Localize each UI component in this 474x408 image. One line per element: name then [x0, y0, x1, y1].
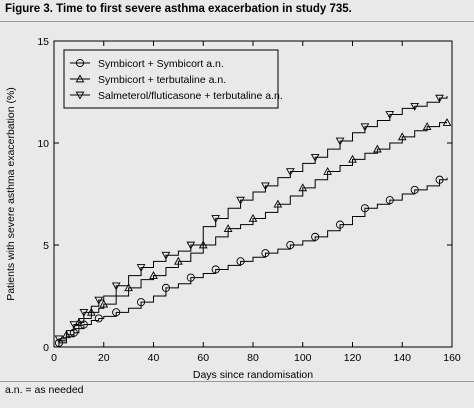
triangle-up-marker: [248, 213, 258, 222]
circle-marker: [311, 232, 320, 241]
triangle-down-marker: [79, 308, 89, 317]
series-line: [54, 96, 448, 348]
triangle-up-marker: [273, 199, 283, 208]
triangle-down-marker: [161, 251, 171, 260]
triangle-up-marker: [298, 183, 308, 192]
x-tick-label: 140: [393, 352, 411, 364]
circle-marker: [261, 249, 270, 258]
x-tick-label: 40: [148, 352, 160, 364]
footnote: a.n. = as needed: [5, 384, 84, 396]
circle-marker: [286, 240, 295, 250]
x-tick-label: 20: [98, 352, 110, 364]
triangle-up-marker: [442, 118, 452, 126]
x-tick-label: 60: [197, 352, 209, 364]
triangle-up-marker: [223, 224, 233, 233]
circle-marker: [186, 273, 195, 282]
triangle-down-marker: [285, 168, 295, 177]
triangle-up-marker: [373, 144, 382, 153]
x-tick-label: 100: [294, 352, 312, 364]
y-tick-label: 15: [37, 36, 49, 48]
circle-marker: [112, 308, 121, 317]
circle-marker: [385, 196, 394, 205]
series-line: [54, 122, 448, 348]
triangle-down-marker: [211, 215, 221, 224]
series-triangle-down: [54, 94, 448, 348]
y-tick-label: 10: [37, 138, 49, 150]
circle-marker: [161, 283, 170, 292]
legend-box: [63, 49, 279, 109]
triangle-down-marker: [310, 153, 320, 162]
triangle-down-marker: [236, 196, 245, 205]
x-tick-label: 80: [247, 352, 259, 364]
triangle-down-marker: [136, 264, 146, 272]
x-axis-label: Days since randomisation: [193, 369, 313, 381]
legend-label: Symbicort + Symbicort a.n.: [98, 58, 224, 70]
x-tick-label: 160: [443, 352, 461, 364]
top-rule: [0, 21, 474, 22]
triangle-down-marker: [186, 241, 196, 250]
series-triangle-up: [54, 118, 452, 348]
triangle-down-marker: [360, 123, 370, 132]
triangle-down-marker: [385, 111, 395, 119]
y-tick-label: 0: [43, 342, 49, 354]
y-axis-label: Patients with severe asthma exacerbation…: [5, 87, 17, 301]
triangle-up-marker: [174, 256, 183, 265]
triangle-down-marker: [54, 335, 64, 344]
triangle-down-marker: [410, 102, 420, 111]
triangle-down-marker: [261, 182, 270, 191]
circle-marker: [211, 265, 220, 274]
triangle-up-marker: [75, 74, 85, 83]
triangle-up-marker: [99, 299, 109, 308]
triangle-down-marker: [94, 296, 104, 305]
series-layer: [54, 94, 452, 348]
triangle-down-marker: [335, 137, 345, 146]
circle-marker: [410, 185, 419, 194]
circle-marker: [75, 58, 85, 68]
chart: 0 20 40 60 80 100 120 140 160 0 5 10 15 Symbicort + …: [5, 36, 461, 381]
triangle-down-marker: [435, 94, 444, 103]
triangle-up-marker: [397, 132, 407, 141]
circle-marker: [137, 298, 146, 307]
bottom-rule: [0, 381, 474, 382]
legend-label: Symbicort + terbutaline a.n.: [98, 74, 226, 86]
legend-label: Salmeterol/fluticasone + terbutaline a.n…: [98, 90, 283, 102]
circle-marker: [236, 257, 245, 266]
circle-marker: [94, 314, 103, 323]
x-tick-label: 0: [51, 352, 57, 364]
figure-title: Figure 3. Time to first severe asthma ex…: [5, 3, 352, 15]
x-tick-label: 120: [344, 352, 362, 364]
triangle-down-marker: [75, 91, 85, 100]
circle-marker: [360, 204, 369, 213]
series-line: [54, 177, 448, 348]
circle-marker: [435, 175, 444, 184]
triangle-up-marker: [422, 122, 432, 131]
legend: Symbicort + Symbicort a.n. Symbicort + te…: [63, 49, 283, 109]
triangle-up-marker: [149, 271, 158, 279]
triangle-down-marker: [111, 282, 121, 291]
y-tick-label: 5: [43, 240, 49, 252]
triangle-up-marker: [124, 283, 133, 292]
triangle-up-marker: [348, 154, 357, 163]
series-circle: [54, 175, 448, 348]
triangle-down-marker: [69, 321, 79, 330]
axes: 0 20 40 60 80 100 120 140 160 0 5 10 15: [37, 36, 461, 364]
triangle-up-marker: [323, 167, 332, 175]
circle-marker: [336, 220, 345, 229]
